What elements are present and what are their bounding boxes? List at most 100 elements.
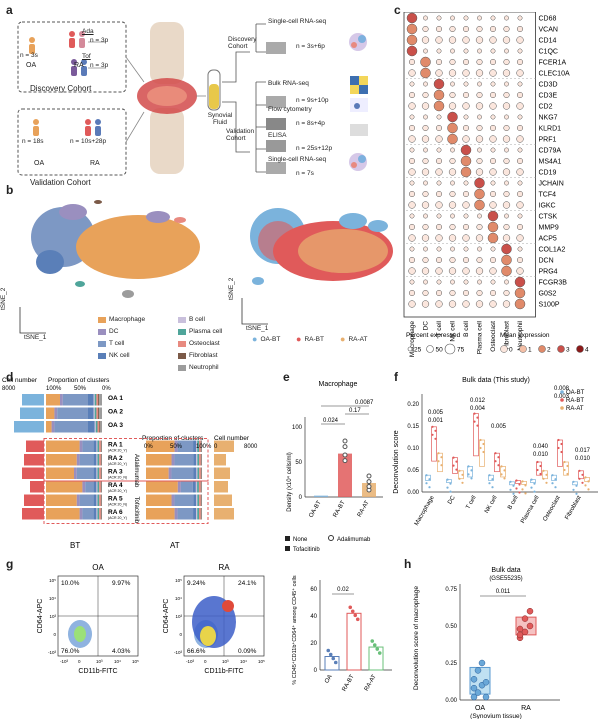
proportion-segment-at (196, 440, 198, 452)
data-point (350, 609, 355, 614)
expression-dot (449, 25, 456, 33)
proportion-segment-at (192, 481, 196, 493)
expression-dot (476, 124, 483, 132)
p-value: 0.040 (533, 444, 549, 450)
p-value: 0.011 (496, 589, 511, 595)
n-ra-validation: n = 10s+28p (70, 138, 107, 145)
axis-tick: 10⁴ (114, 659, 121, 664)
expression-dot (422, 190, 429, 198)
expression-dot (476, 58, 483, 66)
quadrant-value: 24.1% (238, 580, 257, 587)
box (473, 413, 479, 457)
expression-dot (409, 246, 415, 252)
expression-dot (435, 201, 443, 209)
proportion-segment (79, 440, 83, 452)
proportion-segment-at (146, 467, 169, 479)
proportion-segment-at (195, 481, 198, 493)
expression-dot (463, 213, 469, 219)
expression-dot (477, 114, 482, 120)
data-point (551, 482, 554, 485)
expression-dot (462, 124, 470, 132)
data-point (539, 472, 542, 476)
expression-dot (423, 279, 428, 285)
proportion-segment (97, 481, 100, 493)
legend-oa-bt: ● OA-BT (252, 334, 281, 344)
data-point (500, 465, 503, 468)
proportion-segment-at (197, 481, 199, 493)
data-point (516, 625, 524, 633)
expression-dot (490, 279, 496, 285)
axis-tick: -10³ (48, 650, 57, 655)
data-point (497, 456, 500, 459)
expression-dot (514, 276, 526, 288)
sample-label: OA 2 (108, 409, 123, 416)
expression-dot (475, 267, 484, 275)
x-tick: B cell (507, 495, 520, 511)
data-point (560, 442, 563, 446)
expression-dot (450, 180, 455, 186)
proportion-segment-at (200, 454, 202, 466)
expression-dot (477, 147, 482, 153)
expression-dot (435, 25, 443, 33)
y-tick: 0.15 (407, 424, 419, 430)
expression-dot (423, 48, 428, 54)
x-tick: Macrophage (414, 494, 436, 526)
y-tick: 0.20 (407, 402, 419, 408)
gene-label: NKG7 (539, 115, 558, 122)
gene-label: CD79A (539, 148, 562, 155)
data-point (587, 488, 590, 491)
person-icon (81, 59, 87, 76)
ra-label: RA (74, 62, 84, 69)
data-point (446, 486, 449, 489)
expression-dot (436, 147, 442, 153)
drug-label: Tofacitinib (133, 497, 139, 524)
celltype-label: Osteoclast (490, 321, 497, 352)
expression-dot (436, 279, 442, 285)
proportion-segment (54, 421, 88, 433)
proportion-segment-at (199, 440, 201, 452)
panel-f-figure: Bulk data (This study) Deconvolution scor… (393, 377, 598, 527)
proportion-segment-at (177, 508, 194, 520)
proportion-segment (85, 481, 94, 493)
expression-dot (422, 157, 429, 165)
cell-number-bar (22, 508, 44, 520)
data-point (557, 438, 560, 442)
proportion-segment (82, 481, 86, 493)
y-axis-label: % CD45⁺CD11b⁺CD64⁺ among CD45⁺ cells (291, 575, 298, 685)
p-value: 0.024 (323, 418, 339, 424)
proportion-segment (100, 508, 102, 520)
expression-dot (462, 234, 470, 242)
gene-label: CD2 (539, 104, 553, 111)
y-tick: 100 (292, 425, 303, 431)
data-point (473, 420, 476, 423)
expression-dot (408, 289, 416, 297)
proportion-segment-at (180, 481, 193, 493)
axis-tick: 10³ (175, 614, 182, 619)
proportion-segment-at (174, 454, 194, 466)
quadrant-value: 4.03% (112, 648, 131, 655)
person-icon (71, 59, 77, 76)
x-tick: RA-AT (364, 674, 378, 692)
expression-dot (462, 58, 470, 66)
tsne-result-icon (349, 153, 367, 171)
expression-dot (450, 81, 455, 87)
proportion-segment (46, 508, 80, 520)
data-point (545, 473, 548, 476)
x-tick: Osteoclast (542, 495, 562, 523)
expression-dot (490, 147, 496, 153)
tsne-ylabel: tSNE_2 (228, 277, 235, 300)
data-point (482, 693, 490, 701)
expression-dot (408, 168, 416, 176)
proportion-segment (100, 421, 102, 433)
expression-dot (447, 133, 458, 145)
y-tick: 0.75 (445, 587, 457, 593)
data-point (473, 412, 476, 415)
expression-dot (477, 48, 482, 54)
data-point (479, 438, 482, 442)
proportion-segment (54, 407, 58, 419)
data-point (584, 484, 587, 487)
proportion-segment (46, 394, 60, 406)
proportion-segment-at (193, 508, 197, 520)
chart-title: Bulk data (491, 567, 520, 574)
proportion-segment (99, 440, 101, 452)
